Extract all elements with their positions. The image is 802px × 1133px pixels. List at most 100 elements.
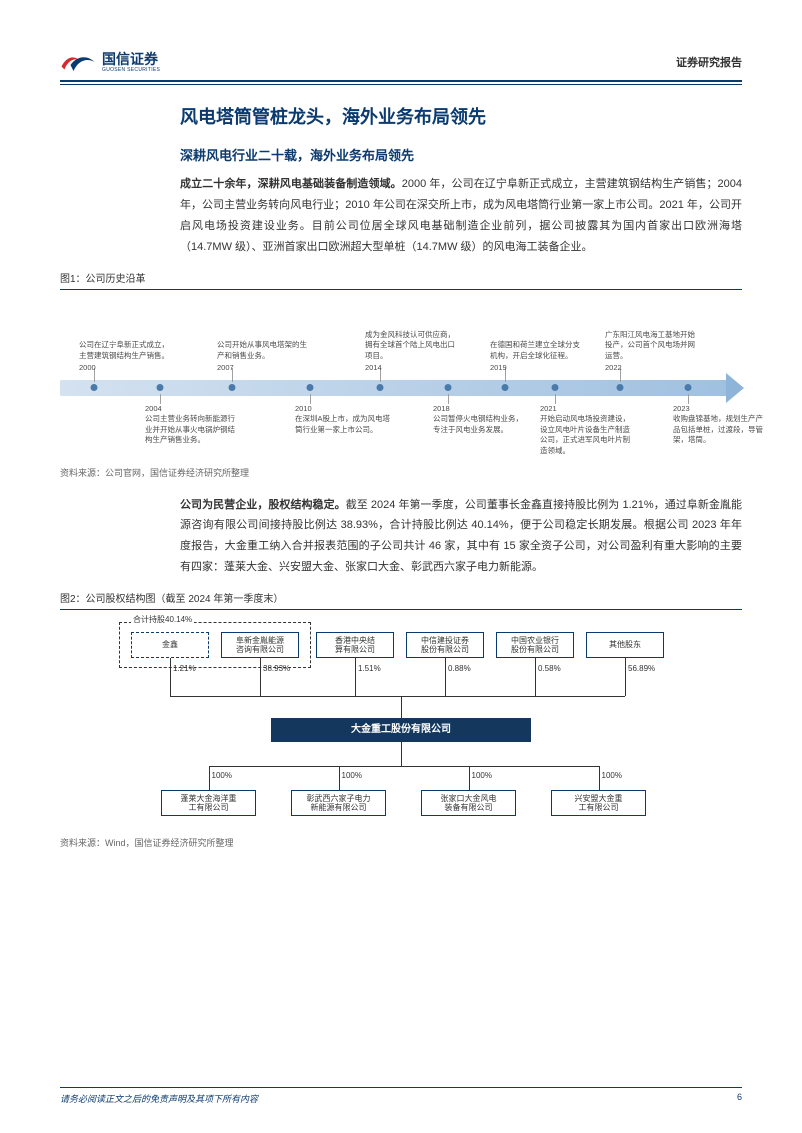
footer-disclaimer: 请务必阅读正文之后的免责声明及其项下所有内容 [60,1092,258,1105]
timeline-item-text: 公司主营业务转向新能源行业并开始从事火电锅炉钢结构生产销售业务。 [145,414,240,446]
shareholder-box: 金鑫 [131,632,209,658]
timeline-item-year: 2000 [79,363,174,374]
timeline-item-year: 2004 [145,404,240,415]
timeline-item-text: 广东阳江风电海工基地开始投产，公司首个风电场并网运营。 [605,330,700,362]
connector-line [209,766,210,790]
fig1-caption: 图1：公司历史沿革 [60,270,742,285]
shareholder-box: 中信建投证券 股份有限公司 [406,632,484,658]
timeline-dot [445,384,452,391]
timeline-dot [685,384,692,391]
timeline-dot [377,384,384,391]
page-number: 6 [737,1092,742,1105]
fig2-rule [60,609,742,610]
timeline-item: 公司开始从事风电塔架的生产和销售业务。 2007 [217,340,312,374]
timeline-item-year: 2021 [540,404,635,415]
timeline-item-text: 在德国和荷兰建立全球分支机构，开启全球化征程。 [490,340,585,361]
connector-line [445,658,446,696]
company-center-box: 大金重工股份有限公司 [271,718,531,742]
timeline-dot [617,384,624,391]
logo-icon [60,50,96,74]
shareholder-box: 中国农业银行 股份有限公司 [496,632,574,658]
paragraph-1: 成立二十余年，深耕风电基础装备制造领域。2000 年，公司在辽宁阜新正式成立，主… [180,174,742,258]
timeline-item-year: 2007 [217,363,312,374]
timeline-item: 2010在深圳A股上市，成为风电塔筒行业第一家上市公司。 [295,402,390,436]
timeline-item: 成为金风科技认可供应商，拥有全球首个陆上风电出口项目。2014 [365,330,460,374]
timeline-item-year: 2019 [490,363,585,374]
connector-line [339,766,340,790]
timeline-chart: 公司在辽宁阜新正式成立，主营建筑钢结构生产销售。 2000 2004公司主营业务转向… [60,298,742,458]
timeline-dot [229,384,236,391]
para2-lead: 公司为民营企业，股权结构稳定。 [180,499,346,511]
fig2-source: 资料来源：Wind，国信证券经济研究所整理 [60,836,742,849]
timeline-dot [91,384,98,391]
timeline-item: 2023收购盘锦基地，规划生产产品包括单桩，过渡段，导管架，塔筒。 [673,402,768,446]
shareholder-pct: 0.58% [538,664,561,673]
logo-text-cn: 国信证券 [102,52,160,66]
subsidiary-pct: 100% [212,771,232,780]
timeline-item-text: 公司开始从事风电塔架的生产和销售业务。 [217,340,312,361]
main-content: 风电塔筒管桩龙头，海外业务布局领先 深耕风电行业二十载，海外业务布局领先 成立二… [180,103,742,258]
shareholder-pct: 38.93% [263,664,290,673]
timeline-item: 广东阳江风电海工基地开始投产，公司首个风电场并网运营。2022 [605,330,700,374]
timeline-item: 公司在辽宁阜新正式成立，主营建筑钢结构生产销售。 2000 [79,340,174,374]
subsidiary-box: 蓬莱大金海洋重 工有限公司 [161,790,256,816]
connector-line [625,658,626,696]
brand-logo: 国信证券 GUOSEN SECURITIES [60,50,160,74]
shareholder-pct: 1.51% [358,664,381,673]
fig1-rule [60,289,742,290]
connector-line [469,766,470,790]
timeline-item-text: 成为金风科技认可供应商，拥有全球首个陆上风电出口项目。 [365,330,460,362]
fig1-source: 资料来源：公司官网，国信证券经济研究所整理 [60,466,742,479]
connector-line [599,766,600,790]
connector-line [401,742,402,766]
page-footer: 请务必阅读正文之后的免责声明及其项下所有内容 6 [60,1087,742,1105]
paragraph-2: 公司为民营企业，股权结构稳定。截至 2024 年第一季度，公司董事长金鑫直接持股… [180,495,742,579]
header-rule-thin [60,84,742,85]
timeline-item-text: 公司暂停火电钢结构业务，专注于风电业务发展。 [433,414,528,435]
header-rule-thick [60,80,742,82]
shareholder-pct: 56.89% [628,664,655,673]
connector-line [260,658,261,696]
timeline-item: 2018公司暂停火电钢结构业务，专注于风电业务发展。 [433,402,528,436]
shareholder-pct: 0.88% [448,664,471,673]
page-header: 国信证券 GUOSEN SECURITIES 证券研究报告 [60,50,742,74]
subtitle: 深耕风电行业二十载，海外业务布局领先 [180,145,742,164]
timeline-item-year: 2022 [605,363,700,374]
timeline-item-year: 2018 [433,404,528,415]
connector-line [535,658,536,696]
timeline-item: 2021开始启动风电场投资建设，设立风电叶片设备生产制造公司，正式进军风电叶片制… [540,402,635,457]
connector-line [209,766,599,767]
shareholder-box: 香港中央结 算有限公司 [316,632,394,658]
connector-line [355,658,356,696]
subsidiary-pct: 100% [602,771,622,780]
fig2-caption: 图2：公司股权结构图（截至 2024 年第一季度末） [60,590,742,605]
timeline-dot [307,384,314,391]
connector-line [170,658,171,696]
timeline-dot [157,384,164,391]
shareholder-box: 阜新金胤能源 咨询有限公司 [221,632,299,658]
main-content-2: 公司为民营企业，股权结构稳定。截至 2024 年第一季度，公司董事长金鑫直接持股… [180,495,742,579]
header-report-type: 证券研究报告 [676,54,742,70]
subsidiary-pct: 100% [472,771,492,780]
main-title: 风电塔筒管桩龙头，海外业务布局领先 [180,103,742,129]
timeline-arrow-icon [726,373,744,403]
timeline-item-text: 开始启动风电场投资建设，设立风电叶片设备生产制造公司，正式进军风电叶片制造领域。 [540,414,635,456]
combined-holding-label: 合计持股40.14% [131,614,194,625]
logo-text-en: GUOSEN SECURITIES [102,68,160,73]
timeline-dot [502,384,509,391]
timeline-item-text: 收购盘锦基地，规划生产产品包括单桩，过渡段，导管架，塔筒。 [673,414,768,446]
timeline-item-year: 2023 [673,404,768,415]
shareholder-chart: 合计持股40.14%金鑫1.21%阜新金胤能源 咨询有限公司38.93%香港中央… [101,618,701,828]
subsidiary-pct: 100% [342,771,362,780]
timeline-item: 2004公司主营业务转向新能源行业并开始从事火电锅炉钢结构生产销售业务。 [145,402,240,446]
subsidiary-box: 兴安盟大金重 工有限公司 [551,790,646,816]
subsidiary-box: 张家口大金风电 装备有限公司 [421,790,516,816]
timeline-dot [552,384,559,391]
connector-line [170,696,625,697]
shareholder-pct: 1.21% [173,664,196,673]
timeline-item-text: 公司在辽宁阜新正式成立，主营建筑钢结构生产销售。 [79,340,174,361]
timeline-item-text: 在深圳A股上市，成为风电塔筒行业第一家上市公司。 [295,414,390,435]
para1-lead: 成立二十余年，深耕风电基础装备制造领域。 [180,178,402,190]
subsidiary-box: 彰武西六家子电力 新能源有限公司 [291,790,386,816]
timeline-item-year: 2010 [295,404,390,415]
